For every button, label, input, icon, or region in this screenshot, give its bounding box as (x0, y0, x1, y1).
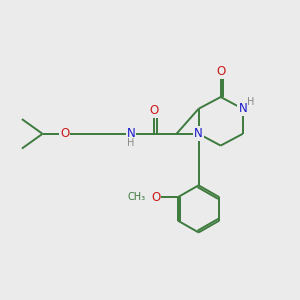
Text: O: O (150, 104, 159, 117)
Text: N: N (194, 127, 203, 140)
Text: H: H (247, 97, 255, 107)
Text: CH₃: CH₃ (128, 192, 146, 202)
Text: O: O (216, 65, 225, 79)
Text: N: N (127, 127, 135, 140)
Text: O: O (151, 190, 160, 204)
Text: N: N (238, 102, 247, 115)
Text: H: H (127, 138, 134, 148)
Text: O: O (60, 127, 69, 140)
